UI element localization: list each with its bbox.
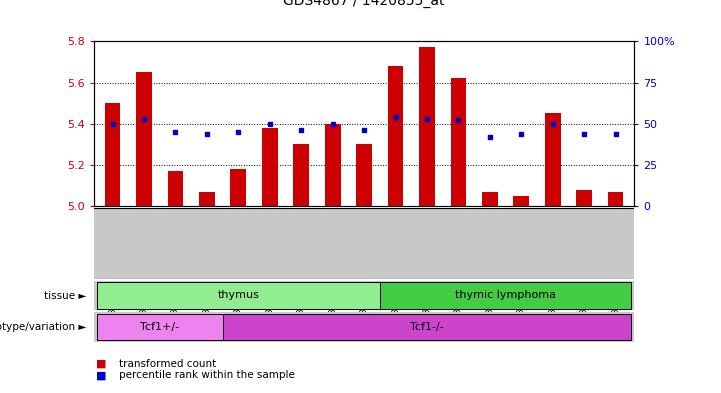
Text: genotype/variation ►: genotype/variation ► — [0, 322, 87, 332]
Bar — [451, 78, 466, 206]
Bar — [199, 192, 215, 206]
Text: transformed count: transformed count — [119, 358, 216, 369]
Text: GDS4867 / 1420855_at: GDS4867 / 1420855_at — [283, 0, 445, 8]
Bar — [97, 283, 380, 309]
Bar — [419, 48, 435, 206]
Bar — [136, 72, 152, 206]
Bar — [380, 283, 632, 309]
Bar — [482, 192, 497, 206]
Bar — [513, 196, 529, 206]
Bar — [545, 114, 561, 206]
Bar — [324, 124, 340, 206]
Bar — [576, 190, 592, 206]
Text: thymic lymphoma: thymic lymphoma — [455, 290, 556, 300]
Bar — [97, 314, 223, 340]
Bar — [356, 144, 372, 206]
Bar — [231, 169, 246, 206]
Text: thymus: thymus — [218, 290, 260, 300]
Bar — [293, 144, 309, 206]
Text: percentile rank within the sample: percentile rank within the sample — [119, 370, 295, 380]
Bar — [608, 192, 624, 206]
Bar — [223, 314, 632, 340]
Text: ■: ■ — [96, 370, 106, 380]
Bar — [105, 103, 120, 206]
Text: Tcf1+/-: Tcf1+/- — [140, 321, 180, 332]
Bar — [167, 171, 183, 206]
Text: ■: ■ — [96, 358, 106, 369]
Text: Tcf1-/-: Tcf1-/- — [410, 321, 444, 332]
Bar — [262, 128, 278, 206]
Bar — [388, 66, 404, 206]
Text: tissue ►: tissue ► — [44, 291, 87, 301]
